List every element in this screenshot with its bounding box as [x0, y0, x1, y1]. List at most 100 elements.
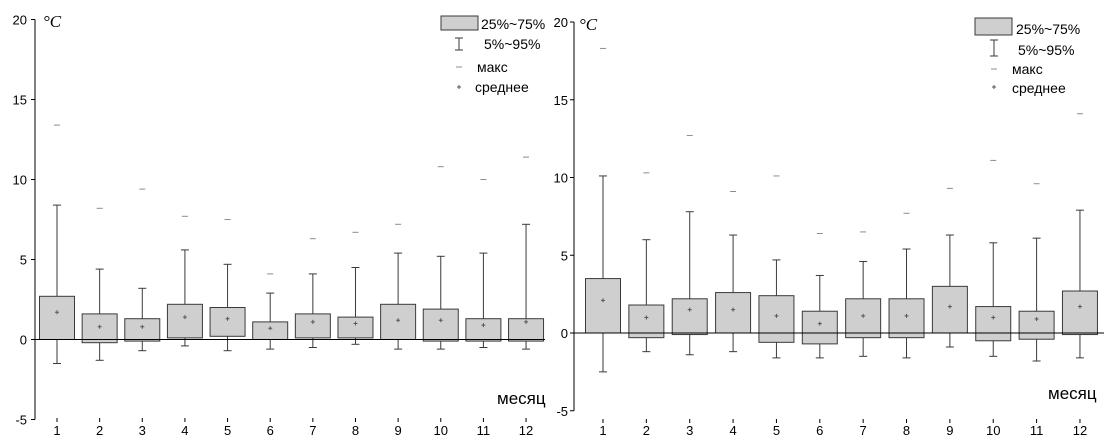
legend-label: 5%~95%	[1018, 42, 1074, 58]
mean-marker-month-6	[268, 326, 273, 331]
y-tick-label: 5	[20, 253, 27, 268]
legend-label: среднее	[475, 79, 529, 95]
x-tick-label: 5	[224, 423, 231, 436]
x-tick-label: 3	[139, 423, 146, 436]
mean-marker-month-3	[687, 307, 692, 312]
y-tick-label: 10	[554, 171, 568, 186]
y-tick-label: 20	[13, 13, 27, 28]
mean-marker-month-4	[182, 315, 187, 320]
mean-marker-month-10	[438, 318, 443, 323]
y-tick-label: 10	[13, 173, 27, 188]
mean-marker-month-11	[1034, 317, 1039, 322]
x-tick-label: 7	[860, 423, 867, 436]
y-tick-label: 20	[554, 15, 568, 30]
x-axis-title: месяц	[1048, 384, 1097, 403]
legend-label: макс	[477, 59, 508, 75]
box-25-75-month-5	[209, 307, 246, 337]
x-tick-label: 10	[434, 423, 448, 436]
x-tick-label: 1	[599, 423, 606, 436]
box-25-75-month-4	[166, 303, 203, 339]
x-tick-label: 2	[643, 423, 650, 436]
y-tick-label: 15	[554, 93, 568, 108]
legend: 25%~75% 5%~95% макс среднее	[974, 17, 1080, 96]
mean-marker-month-9	[396, 318, 401, 323]
box-25-75-month-11	[465, 318, 502, 342]
legend-mean-swatch	[992, 85, 996, 89]
mean-marker-month-8	[904, 313, 909, 318]
box-25-75-month-1	[39, 295, 75, 340]
y-tick-label: -5	[15, 413, 27, 428]
mean-marker-month-7	[861, 313, 866, 318]
y-tick-label: 0	[20, 333, 27, 348]
legend-label: 25%~75%	[481, 16, 545, 32]
box-25-75-month-1	[585, 278, 621, 334]
x-tick-label: 8	[352, 423, 359, 436]
y-tick-label: 15	[13, 93, 27, 108]
x-tick-label: 4	[729, 423, 736, 436]
legend-whisker-swatch	[455, 37, 463, 51]
x-tick-label: 4	[181, 423, 188, 436]
legend-label: 25%~75%	[1016, 21, 1080, 37]
mean-marker-month-7	[310, 319, 315, 324]
box-25-75-month-11	[1018, 310, 1055, 340]
mean-marker-month-12	[1077, 304, 1082, 309]
mean-marker-month-5	[225, 316, 230, 321]
box-25-75-month-6	[801, 310, 838, 345]
x-tick-label: 9	[395, 423, 402, 436]
legend-mean-swatch	[457, 85, 461, 89]
x-tick-label: 5	[773, 423, 780, 436]
mean-marker-month-3	[140, 324, 145, 329]
legend-box-swatch	[974, 17, 1013, 36]
x-tick-label: 6	[816, 423, 823, 436]
box-25-75-month-10	[422, 308, 459, 342]
box-25-75-month-4	[715, 292, 752, 334]
mean-marker-month-9	[947, 304, 952, 309]
y-axis-unit-label: °C	[579, 15, 598, 34]
mean-marker-month-11	[481, 323, 486, 328]
x-tick-label: 8	[903, 423, 910, 436]
mean-marker-month-10	[991, 315, 996, 320]
box-25-75-month-7	[845, 298, 882, 339]
y-tick-label: -5	[556, 404, 568, 419]
x-tick-label: 3	[686, 423, 693, 436]
box-25-75-month-12	[1061, 290, 1098, 336]
box-25-75-month-8	[888, 298, 925, 339]
box-25-75-month-3	[124, 318, 161, 342]
y-tick-label: 5	[561, 248, 568, 263]
x-tick-label: 12	[1073, 423, 1087, 436]
y-tick-label: 0	[561, 326, 568, 341]
box-25-75-month-2	[628, 304, 665, 339]
x-tick-label: 7	[309, 423, 316, 436]
legend-label: макс	[1012, 61, 1043, 77]
x-tick-label: 11	[1030, 423, 1044, 436]
mean-marker-month-5	[774, 313, 779, 318]
mean-marker-month-1	[55, 310, 59, 315]
mean-marker-month-1	[601, 298, 605, 303]
x-tick-label: 10	[986, 423, 1000, 436]
box-25-75-month-10	[975, 306, 1012, 342]
box-25-75-month-3	[671, 298, 708, 336]
legend-label: среднее	[1012, 80, 1066, 96]
mean-marker-month-2	[644, 315, 649, 320]
x-tick-label: 12	[519, 423, 533, 436]
x-tick-label: 1	[53, 423, 60, 436]
x-axis-title: месяц	[497, 389, 546, 408]
box-25-75-month-9	[931, 285, 968, 334]
box-25-75-month-6	[252, 321, 289, 340]
x-tick-label: 6	[267, 423, 274, 436]
x-tick-label: 11	[477, 423, 491, 436]
mean-marker-month-6	[817, 321, 822, 326]
box-25-75-month-8	[337, 316, 374, 339]
mean-marker-month-12	[524, 319, 529, 324]
mean-marker-month-4	[731, 307, 736, 312]
mean-marker-month-8	[353, 321, 358, 326]
box-25-75-month-5	[758, 295, 795, 343]
y-axis-unit-label: °C	[43, 12, 62, 31]
x-tick-label: 9	[946, 423, 953, 436]
mean-marker-month-2	[97, 324, 102, 329]
box-25-75-month-7	[294, 313, 331, 339]
legend: 25%~75% 5%~95% макс среднее	[440, 15, 545, 95]
